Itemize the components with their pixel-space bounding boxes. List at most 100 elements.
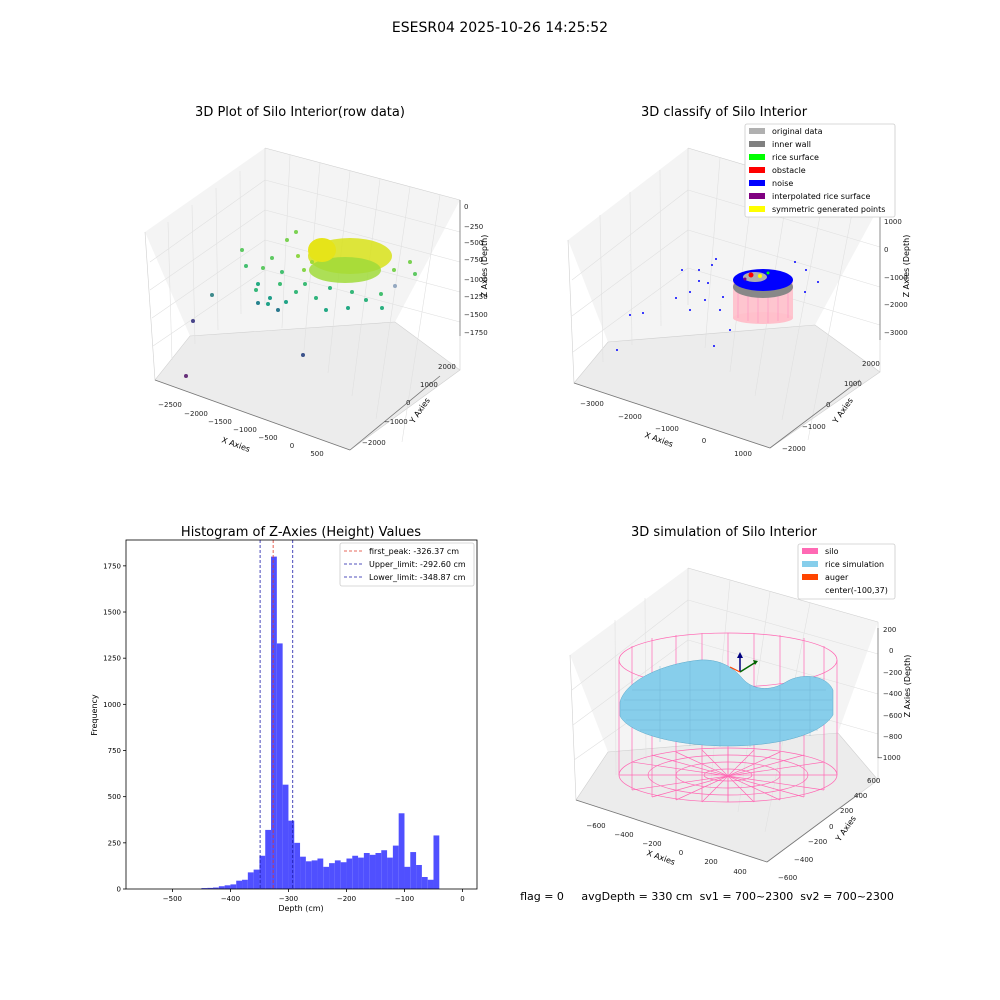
x-tick: 1000: [734, 450, 752, 458]
histogram-bar: [416, 864, 422, 889]
histogram-bar: [311, 860, 318, 889]
z-tick: 200: [883, 626, 896, 634]
x-tick-label: −400: [221, 895, 240, 903]
legend-swatch: [802, 561, 818, 567]
simulation-auger: [729, 652, 758, 673]
x-tick: 0: [702, 437, 706, 445]
x-tick: −500: [258, 434, 277, 442]
suptitle: ESESR04 2025-10-26 14:25:52: [392, 20, 608, 36]
legend-swatch: [749, 193, 765, 199]
y-tick: −2000: [782, 445, 806, 453]
histogram-bar: [247, 872, 254, 889]
x-tick: −600: [586, 822, 605, 830]
histogram-bar: [259, 855, 266, 889]
y-tick: −1000: [802, 423, 826, 431]
panel-classify-xticks: −3000 −2000 −1000 0 1000: [580, 400, 752, 458]
histogram-bar: [201, 888, 208, 889]
histogram-yticks: 0 250 500 750 1000 1250 1500 1750: [103, 562, 126, 894]
panel-raw-yticks: −2000 −1000 0 1000 2000: [362, 363, 456, 447]
simulation-yticks: −600 −400 −200 0 200 400 600: [778, 777, 880, 882]
histogram-bar: [305, 861, 312, 889]
y-tick: −400: [794, 856, 813, 864]
histogram-xlabel: Depth (cm): [278, 904, 323, 913]
x-tick: −2000: [618, 413, 642, 421]
legend-label: obstacle: [772, 166, 806, 175]
legend-label: original data: [772, 127, 823, 136]
histogram-bar: [358, 857, 364, 889]
legend-swatch: [749, 141, 765, 147]
histogram-bar: [253, 869, 260, 889]
y-tick: 2000: [438, 363, 456, 371]
histogram-bar: [334, 860, 341, 889]
legend-swatch: [749, 154, 765, 160]
simulation-xticks: −600 −400 −200 0 200 400: [586, 822, 746, 876]
y-tick: −600: [778, 874, 797, 882]
y-tick-label: 0: [117, 886, 121, 894]
y-tick-label: 1500: [103, 609, 121, 617]
x-tick: 200: [704, 858, 717, 866]
z-tick: −1500: [464, 311, 488, 319]
panel-classify-xlabel: X Axies: [643, 430, 674, 449]
x-tick-label: −500: [163, 895, 182, 903]
histogram-bar: [346, 858, 353, 889]
legend-label: center(-100,37): [825, 586, 888, 595]
legend-swatch: [749, 128, 765, 134]
z-tick: 1000: [884, 218, 902, 226]
y-tick: 0: [826, 401, 830, 409]
panel-classify-yticks: −2000 −1000 0 1000 2000: [782, 360, 880, 453]
y-tick: 0: [829, 823, 833, 831]
histogram-legend: first_peak: -326.37 cm Upper_limit: -292…: [339, 542, 475, 587]
y-tick: 1000: [844, 380, 862, 388]
z-tick: 0: [884, 246, 888, 254]
z-tick: −400: [883, 690, 902, 698]
histogram-bar: [265, 829, 272, 889]
legend-label: rice surface: [772, 153, 819, 162]
panel-classify-zticks: 1000 0 −1000 −2000 −3000: [884, 218, 908, 337]
histogram-bar: [207, 887, 214, 889]
y-tick: 2000: [862, 360, 880, 368]
histogram-bar: [392, 845, 399, 889]
y-tick: 1000: [420, 381, 438, 389]
histogram-bar: [213, 887, 219, 889]
simulation-zticks: 200 0 −200 −400 −600 −800 −1000: [877, 626, 902, 762]
x-tick: −1500: [208, 418, 232, 426]
panel-raw-data: 3D Plot of Silo Interior(row data): [144, 105, 489, 458]
z-tick: −1250: [464, 293, 488, 301]
x-tick: −3000: [580, 400, 604, 408]
histogram-bar: [230, 884, 237, 889]
histogram-bar: [300, 856, 306, 889]
histogram-bar: [271, 556, 277, 889]
z-tick: −1000: [464, 276, 488, 284]
y-tick-label: 500: [108, 793, 121, 801]
x-tick: 400: [733, 868, 746, 876]
panel-raw-xlabel: X Axies: [220, 435, 251, 454]
x-tick: 0: [290, 442, 294, 450]
histogram-bars: [201, 556, 440, 889]
z-tick: −600: [883, 712, 902, 720]
y-tick-label: 1750: [103, 562, 121, 570]
histogram-bar: [276, 643, 283, 889]
legend-label: symmetric generated points: [772, 205, 885, 214]
legend-swatch: [802, 574, 818, 580]
histogram-bar: [387, 857, 393, 889]
y-tick: −1000: [384, 418, 408, 426]
y-tick: 200: [840, 807, 853, 815]
legend-label: Upper_limit: -292.60 cm: [369, 560, 466, 569]
histogram-bar: [317, 858, 324, 889]
simulation-xlabel: X Axies: [645, 848, 676, 867]
x-tick: −200: [642, 840, 661, 848]
z-tick: 0: [889, 647, 893, 655]
histogram-axes-frame: [125, 539, 478, 890]
panel-raw-title: 3D Plot of Silo Interior(row data): [195, 105, 405, 120]
x-tick: −400: [614, 831, 633, 839]
z-tick: −2000: [884, 301, 908, 309]
histogram-bar: [329, 863, 335, 889]
histogram-xticks: −500 −400 −300 −200 −100 0: [163, 889, 465, 903]
histogram-ylabel: Frequency: [90, 694, 99, 736]
legend-label: interpolated rice surface: [772, 192, 870, 201]
z-tick: −800: [883, 733, 902, 741]
x-tick-label: −100: [395, 895, 414, 903]
z-tick: −200: [883, 669, 902, 677]
histogram-bar: [421, 876, 428, 889]
z-tick: −1000: [884, 274, 908, 282]
